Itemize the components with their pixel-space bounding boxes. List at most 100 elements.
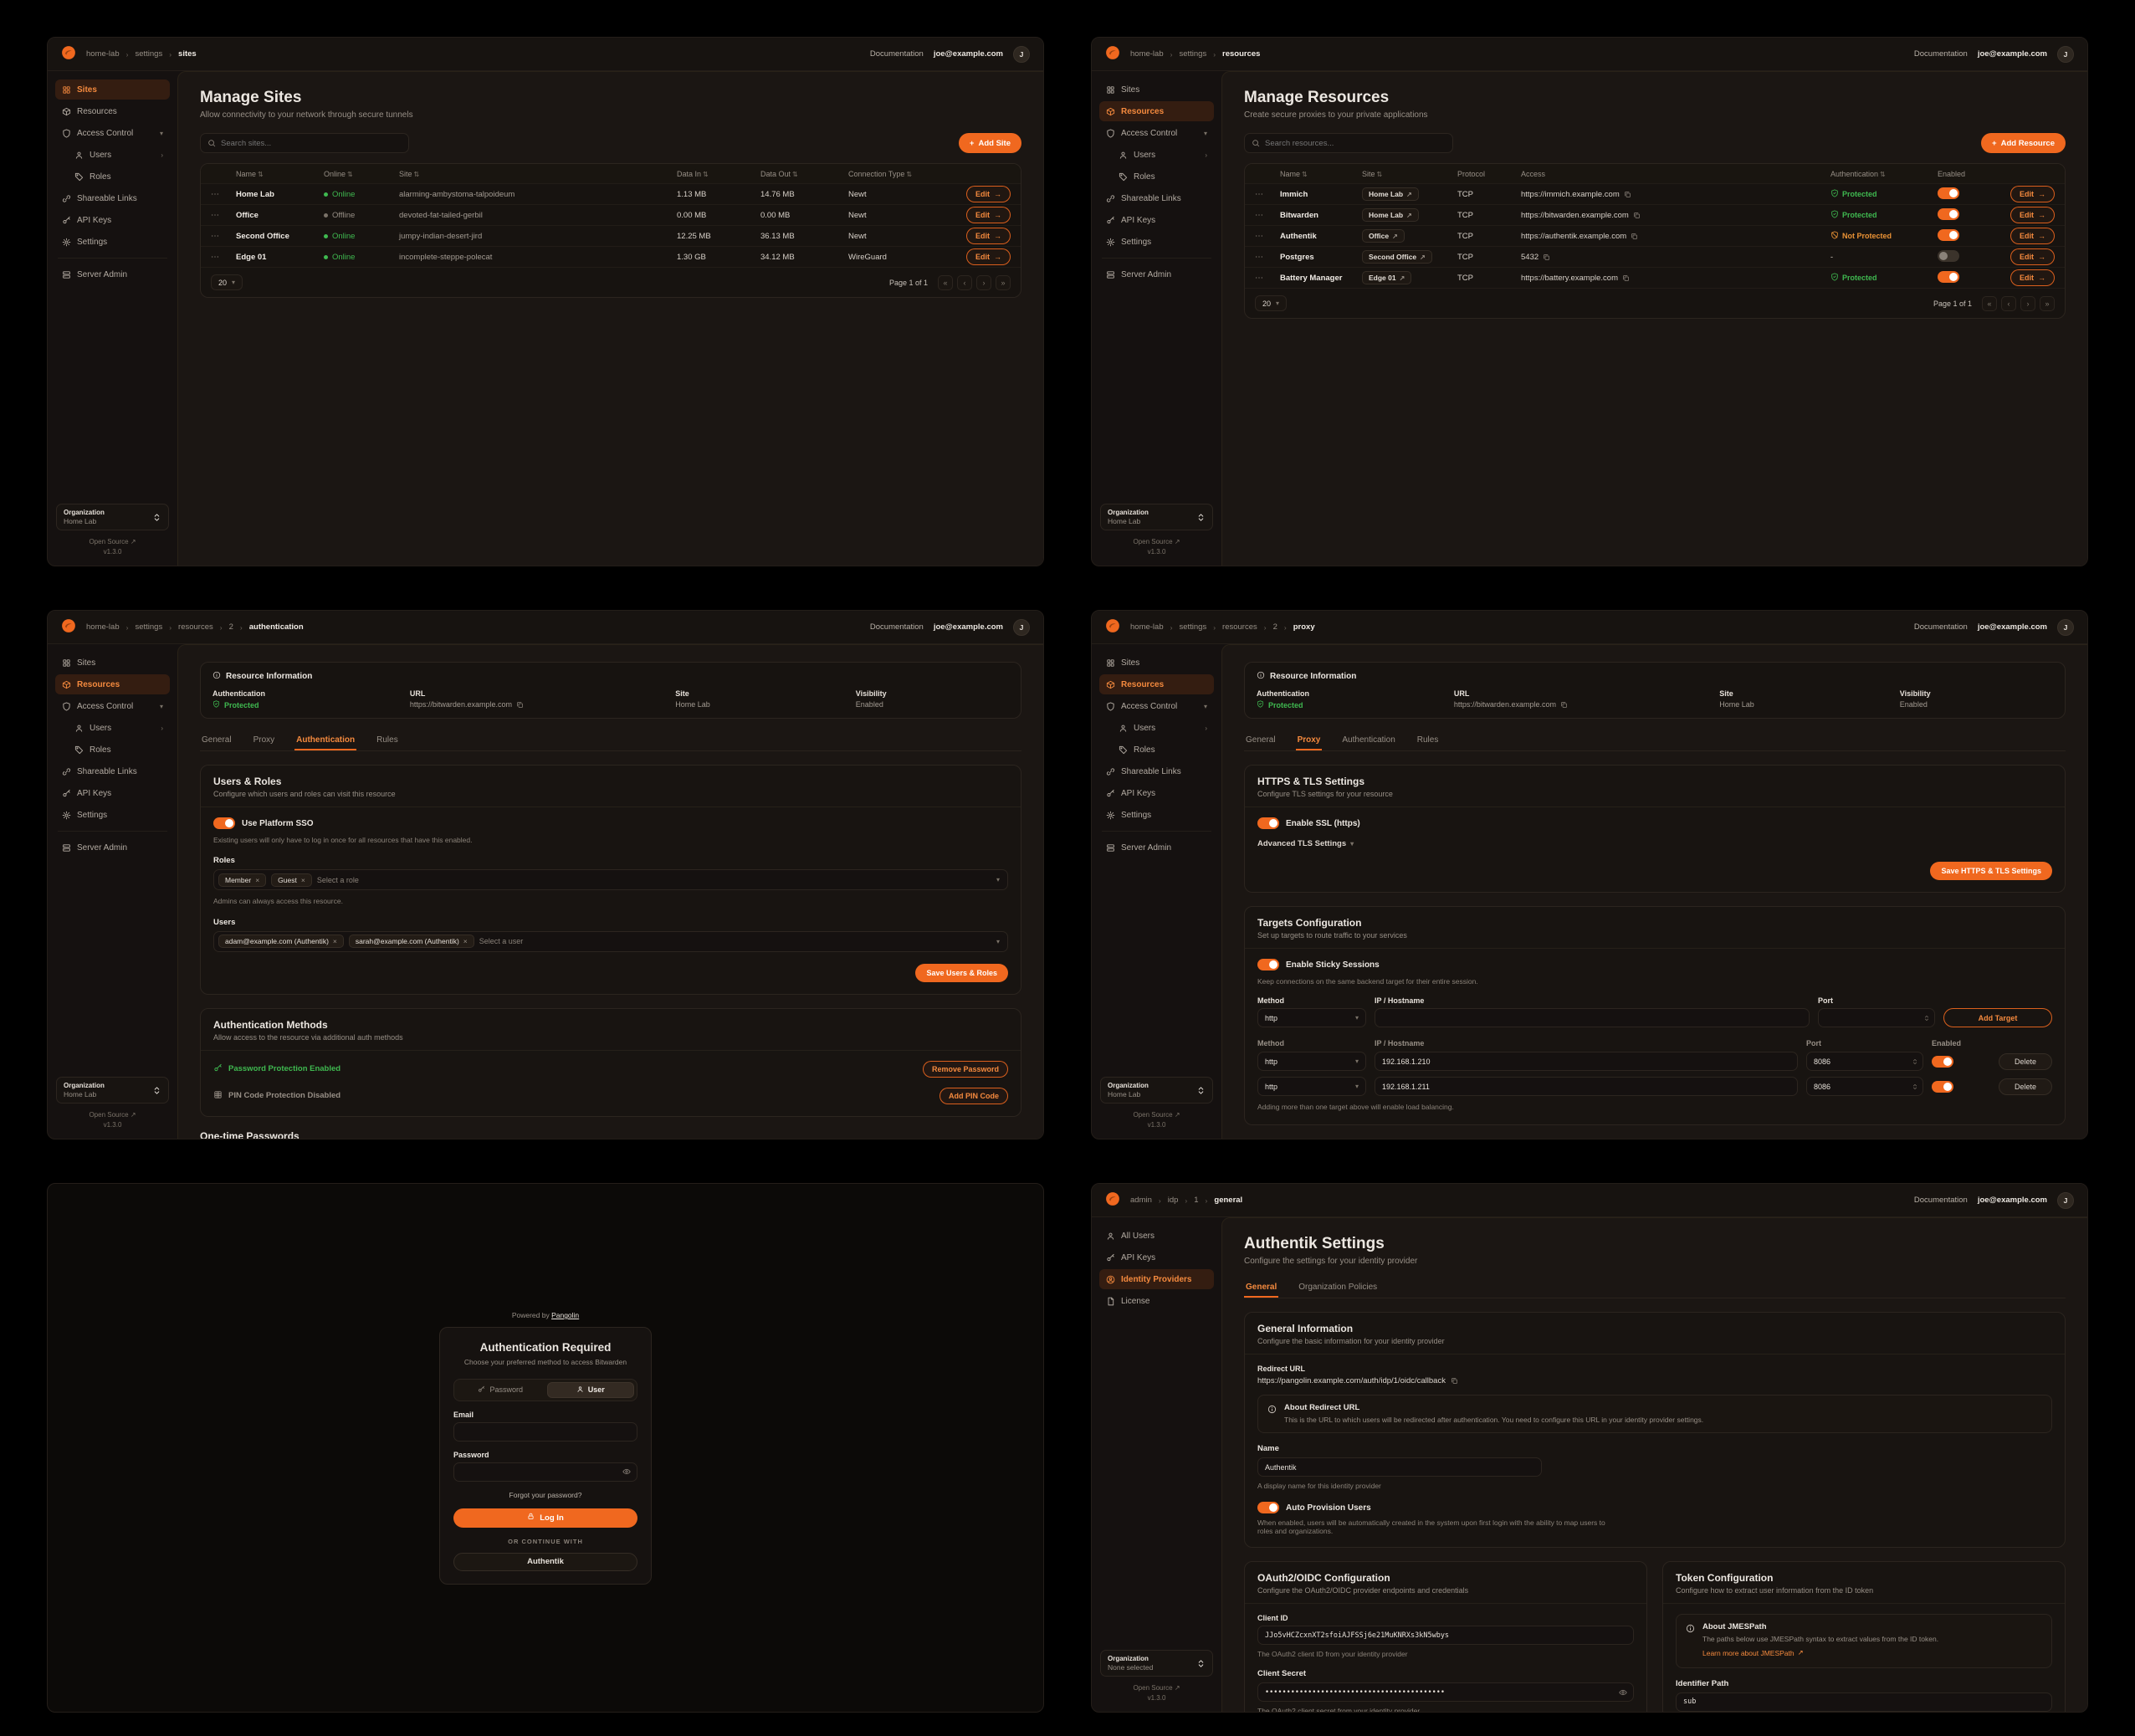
breadcrumb-settings[interactable]: settings	[135, 49, 163, 59]
sticky-sessions-toggle[interactable]	[1257, 959, 1279, 970]
eye-icon[interactable]	[1619, 1688, 1627, 1697]
last-page-button[interactable]: »	[996, 274, 1011, 290]
tab-proxy[interactable]: Proxy	[253, 735, 275, 745]
roles-select[interactable]: Member × Guest × Select a role ▾	[213, 869, 1008, 891]
org-selector[interactable]: Organization Home Lab	[56, 1077, 169, 1104]
breadcrumb-org[interactable]: home-lab	[1130, 622, 1164, 632]
page-size-select[interactable]: 20 ▾	[211, 274, 243, 290]
jmespath-docs-link[interactable]: Learn more about JMESPath ↗	[1702, 1648, 1804, 1657]
tab-proxy[interactable]: Proxy	[1296, 731, 1323, 750]
sidebar-item-api-keys[interactable]: API Keys	[1099, 783, 1214, 803]
enabled-toggle[interactable]	[1938, 270, 1959, 283]
remove-chip-icon[interactable]: ×	[332, 937, 337, 946]
avatar[interactable]: J	[1013, 45, 1030, 63]
enabled-toggle[interactable]	[1938, 249, 1959, 262]
breadcrumb-settings[interactable]: settings	[1179, 49, 1207, 59]
col-online[interactable]: Online ⇅	[324, 169, 353, 178]
client-id-input[interactable]	[1257, 1626, 1634, 1646]
sidebar-item-shareable-links[interactable]: Shareable Links	[1099, 188, 1214, 208]
target-enabled-toggle[interactable]	[1932, 1080, 1953, 1093]
sidebar-item-server-admin[interactable]: Server Admin	[1099, 837, 1214, 858]
remove-chip-icon[interactable]: ×	[255, 875, 260, 884]
sidebar-item-resources[interactable]: Resources	[1099, 101, 1214, 121]
sidebar-item-access-control[interactable]: Access Control ▾	[55, 696, 170, 716]
edit-button[interactable]: Edit →	[2010, 228, 2055, 244]
org-selector[interactable]: Organization Home Lab	[1100, 504, 1213, 530]
enable-ssl-toggle[interactable]	[1257, 817, 1279, 829]
avatar[interactable]: J	[1013, 618, 1030, 636]
tab-rules[interactable]: Rules	[1416, 735, 1439, 745]
sidebar-item-users[interactable]: Users ›	[68, 145, 170, 165]
breadcrumb-resources[interactable]: resources	[178, 622, 213, 632]
col-data-in[interactable]: Data In ⇅	[677, 169, 709, 178]
next-page-button[interactable]: ›	[976, 274, 991, 290]
first-page-button[interactable]: «	[938, 274, 953, 290]
edit-button[interactable]: Edit →	[2010, 207, 2055, 223]
pangolin-link[interactable]: Pangolin	[551, 1311, 580, 1320]
sidebar-item-resources[interactable]: Resources	[1099, 674, 1214, 694]
add-pin-code-button[interactable]: Add PIN Code	[940, 1087, 1008, 1104]
identifier-path-input[interactable]	[1676, 1692, 2052, 1712]
sidebar-item-roles[interactable]: Roles	[68, 166, 170, 187]
breadcrumb-settings[interactable]: settings	[135, 622, 163, 632]
save-users-roles-button[interactable]: Save Users & Roles	[915, 963, 1008, 982]
site-chip[interactable]: Second Office ↗	[1362, 250, 1432, 264]
auto-provision-toggle[interactable]	[1257, 1502, 1279, 1514]
breadcrumb-idp[interactable]: idp	[1167, 1196, 1179, 1205]
enabled-toggle[interactable]	[1938, 207, 1959, 220]
sidebar-item-shareable-links[interactable]: Shareable Links	[55, 761, 170, 781]
add-resource-button[interactable]: + Add Resource	[1981, 133, 2066, 153]
search-input[interactable]	[221, 138, 402, 148]
edit-button[interactable]: Edit →	[2010, 186, 2055, 202]
delete-target-button[interactable]: Delete	[1999, 1052, 2052, 1070]
stepper-icon[interactable]	[1912, 1058, 1918, 1065]
tab-authentication[interactable]: Authentication	[1342, 735, 1395, 745]
search-input[interactable]	[1265, 138, 1446, 148]
col-name[interactable]: Name ⇅	[1280, 169, 1308, 178]
copy-icon[interactable]	[1633, 212, 1641, 219]
add-site-button[interactable]: + Add Site	[958, 133, 1021, 153]
target-port-input[interactable]	[1806, 1052, 1923, 1072]
open-source-link[interactable]: Open Source ↗	[89, 538, 136, 545]
stepper-icon[interactable]	[1912, 1083, 1918, 1090]
login-button[interactable]: Log In	[453, 1508, 637, 1528]
add-target-button[interactable]: Add Target	[1943, 1008, 2052, 1028]
first-page-button[interactable]: «	[1982, 295, 1997, 311]
sidebar-item-server-admin[interactable]: Server Admin	[55, 837, 170, 858]
sidebar-item-api-keys[interactable]: API Keys	[1099, 1247, 1214, 1267]
sidebar-item-server-admin[interactable]: Server Admin	[55, 264, 170, 284]
col-authentication[interactable]: Authentication ⇅	[1830, 169, 1886, 178]
page-size-select[interactable]: 20 ▾	[1255, 295, 1288, 311]
sidebar-item-shareable-links[interactable]: Shareable Links	[1099, 761, 1214, 781]
row-menu-button[interactable]: ⋯	[1255, 231, 1264, 241]
col-data-out[interactable]: Data Out ⇅	[760, 169, 798, 178]
breadcrumb-resource-id[interactable]: 2	[228, 622, 233, 632]
client-secret-input[interactable]	[1257, 1682, 1634, 1703]
sidebar-item-resources[interactable]: Resources	[55, 101, 170, 121]
row-menu-button[interactable]: ⋯	[211, 252, 220, 262]
open-source-link[interactable]: Open Source ↗	[1133, 1111, 1180, 1119]
sidebar-item-users[interactable]: Users ›	[1112, 145, 1214, 165]
eye-icon[interactable]	[622, 1467, 631, 1476]
row-menu-button[interactable]: ⋯	[1255, 210, 1264, 220]
copy-icon[interactable]	[1624, 191, 1631, 198]
tab-user[interactable]: User	[546, 1381, 634, 1398]
tab-authentication[interactable]: Authentication	[294, 731, 356, 750]
sidebar-item-settings[interactable]: Settings	[1099, 232, 1214, 252]
tab-general[interactable]: General	[202, 735, 232, 745]
platform-sso-toggle[interactable]	[213, 817, 235, 829]
org-selector[interactable]: Organization None selected	[1100, 1650, 1213, 1677]
sidebar-item-api-keys[interactable]: API Keys	[55, 210, 170, 230]
org-selector[interactable]: Organization Home Lab	[56, 504, 169, 530]
breadcrumb-idp-id[interactable]: 1	[1194, 1196, 1199, 1205]
row-menu-button[interactable]: ⋯	[1255, 189, 1264, 199]
avatar[interactable]: J	[2057, 618, 2074, 636]
edit-button[interactable]: Edit →	[2010, 269, 2055, 286]
copy-icon[interactable]	[1560, 701, 1568, 709]
enabled-toggle[interactable]	[1938, 187, 1959, 199]
sidebar-item-license[interactable]: License	[1099, 1291, 1214, 1311]
sidebar-item-resources[interactable]: Resources	[55, 674, 170, 694]
sidebar-item-access-control[interactable]: Access Control ▾	[55, 123, 170, 143]
sidebar-item-settings[interactable]: Settings	[1099, 805, 1214, 825]
sidebar-item-all-users[interactable]: All Users	[1099, 1226, 1214, 1246]
